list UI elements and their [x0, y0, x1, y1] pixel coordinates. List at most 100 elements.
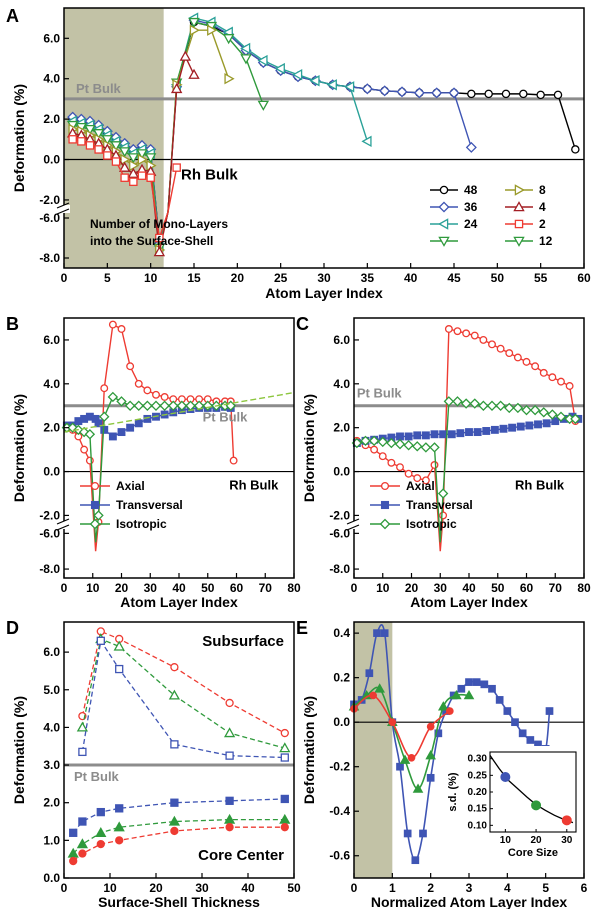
panel-a-x-tick-label: 35 [361, 271, 375, 285]
panel-e-point [457, 684, 466, 693]
panel-b-x-tick-label: 60 [230, 581, 244, 595]
panel-b-y-tick-label: 6.0 [43, 333, 60, 347]
panel-a-point [127, 167, 140, 178]
panel-e-point [399, 754, 411, 764]
panel-b-point [99, 411, 110, 422]
panel-a-point [292, 68, 303, 81]
panel-c-point [496, 344, 505, 353]
legend-label-48: 48 [464, 183, 478, 197]
panel-d-point [113, 821, 125, 832]
panel-a-x-tick-label: 5 [104, 271, 111, 285]
panel-b-x-tick-label: 70 [259, 581, 273, 595]
panel-e-point [526, 736, 535, 744]
panel-e-inset-y-tick-label: 0.25 [468, 770, 488, 781]
panel-d-point [280, 794, 289, 804]
panel-d-point [95, 826, 107, 837]
panel-c-point [420, 442, 432, 453]
panel-e-inset-y-tick-label: 0.30 [468, 754, 488, 765]
panel-c-x-tick-label: 50 [491, 581, 505, 595]
panel-a-point [519, 89, 528, 99]
panel-a-point [309, 75, 320, 87]
panel-e-inset-y-tick-label: 0.10 [468, 820, 488, 831]
panel-c-y-tick-label: 6.0 [333, 333, 350, 347]
panel-b-series-fit [63, 391, 295, 433]
legend-marker-4 [513, 201, 525, 212]
panel-e-point [511, 718, 519, 727]
panel-b-point [133, 400, 144, 411]
panel-b-x-tick-label: 30 [144, 581, 158, 595]
panel-d-point [76, 838, 89, 849]
panel-e-inset-x-tick-label: 20 [531, 835, 543, 846]
panel-e-shaded-core-region [354, 622, 393, 878]
panel-e-x-axis-title: Normalized Atom Layer Index [371, 894, 568, 909]
panel-b-y-tick-label: -6.0 [39, 526, 60, 540]
panel-d-point [225, 823, 234, 832]
panel-a-axis-break-mark [56, 202, 70, 209]
legend-marker-2 [514, 219, 524, 229]
panel-d-x-tick-label: 0 [61, 881, 68, 895]
panel-e-point [388, 718, 397, 727]
panel-c-point [473, 428, 482, 437]
panel-c-point [505, 349, 514, 358]
panel-b-point [152, 390, 160, 399]
panel-e-y-tick-label: -0.6 [329, 849, 350, 863]
panel-a-point [137, 171, 147, 180]
panel-a-point [120, 173, 129, 182]
panel-d-point [225, 751, 234, 760]
panel-e-x-tick-label: 1 [389, 881, 396, 895]
panel-c-x-tick-label: 60 [520, 581, 534, 595]
panel-a-x-tick-label: 25 [274, 271, 288, 285]
panel-a-point [179, 50, 192, 61]
panel-b-point [159, 400, 170, 411]
panel-c-series-Transversal [352, 412, 583, 447]
panel-e-point [426, 722, 435, 731]
legend-marker-24 [438, 218, 449, 230]
panel-c-legend-marker [380, 500, 390, 510]
panel-c-point [413, 474, 422, 483]
panel-c-axis-break-mask [348, 521, 360, 529]
panel-b-point [126, 423, 135, 432]
panel-e-x-tick-label: 6 [581, 881, 588, 895]
panel-b-x-tick-label: 20 [115, 581, 129, 595]
panel-c-point [547, 409, 558, 420]
panel-e-x-tick-label: 3 [466, 881, 473, 895]
panel-e-x-tick-label: 2 [427, 881, 434, 895]
panel-c-point [555, 411, 567, 422]
panel-a-point [536, 90, 545, 100]
panel-c-point [452, 396, 463, 407]
panel-c-plot-frame [353, 317, 585, 579]
panel-a-point [188, 68, 200, 79]
panel-d-x-tick-label: 10 [103, 881, 117, 895]
panel-c-legend-marker [379, 518, 391, 530]
panel-e-inset-y-axis-title: s.d. (%) [447, 772, 459, 811]
panel-e-x-tick-label: 0 [351, 881, 358, 895]
panel-c-axis-break-mark [346, 518, 360, 525]
panel-c-point [522, 357, 531, 366]
panel-c-point [465, 428, 473, 437]
panel-a-point [571, 145, 580, 154]
panel-b-point [124, 400, 136, 411]
panel-c-point [529, 404, 541, 416]
panel-a-point [137, 153, 148, 166]
panel-d-y-axis-title: Deformation (%) [11, 696, 27, 804]
panel-c-point [456, 429, 465, 438]
panel-c-point [488, 340, 496, 349]
panel-b-point [100, 384, 109, 393]
panel-c-series-Axial [352, 325, 580, 552]
panel-e-point [518, 729, 527, 738]
panel-a-point [111, 157, 121, 166]
panel-d-point [170, 798, 179, 807]
panel-a-y-axis-title: Deformation (%) [11, 84, 27, 192]
panel-d-x-tick-label: 40 [241, 881, 255, 895]
panel-c-y-axis-title: Deformation (%) [301, 394, 317, 502]
panel-e-point [426, 773, 435, 782]
panel-d-point [96, 839, 105, 849]
panel-a-legend: 48 36 8 4 2 24 12 Number of Mono-Layers into the… [90, 183, 553, 248]
panel-d-point [168, 815, 181, 826]
legend-marker-36 [438, 201, 450, 213]
panel-b-point [116, 396, 127, 407]
panel-a-x-tick-label: 20 [231, 271, 245, 285]
panel-c-point [377, 436, 388, 448]
panel-c-axis-break-mark [346, 524, 360, 531]
panel-a-series-12 [66, 17, 270, 254]
